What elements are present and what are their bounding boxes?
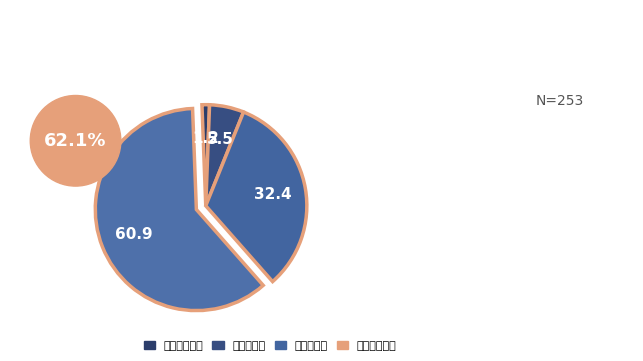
Text: 62.1%: 62.1% xyxy=(44,132,107,150)
Wedge shape xyxy=(95,109,263,310)
Circle shape xyxy=(30,96,121,186)
Wedge shape xyxy=(202,105,210,206)
Text: 今年のバレンタインのプレゼントに使う予算はどうなりますか？  （単一回答）: 今年のバレンタインのプレゼントに使う予算はどうなりますか？ （単一回答） xyxy=(156,56,487,71)
Text: N=253: N=253 xyxy=(535,94,584,108)
Wedge shape xyxy=(206,105,244,206)
Text: 32.4: 32.4 xyxy=(254,187,291,202)
Text: 60.9: 60.9 xyxy=(114,227,152,242)
Text: 5.5: 5.5 xyxy=(206,132,233,147)
Legend: かなり増やす, 少し増やす, 少し減らす, かなり減らす: かなり増やす, 少し増やす, 少し減らす, かなり減らす xyxy=(140,336,401,356)
Text: 1.2: 1.2 xyxy=(192,131,219,145)
Wedge shape xyxy=(206,112,307,282)
Text: 昨年（2024年）のバレンタインと比べて、: 昨年（2024年）のバレンタインと比べて、 xyxy=(222,23,421,38)
